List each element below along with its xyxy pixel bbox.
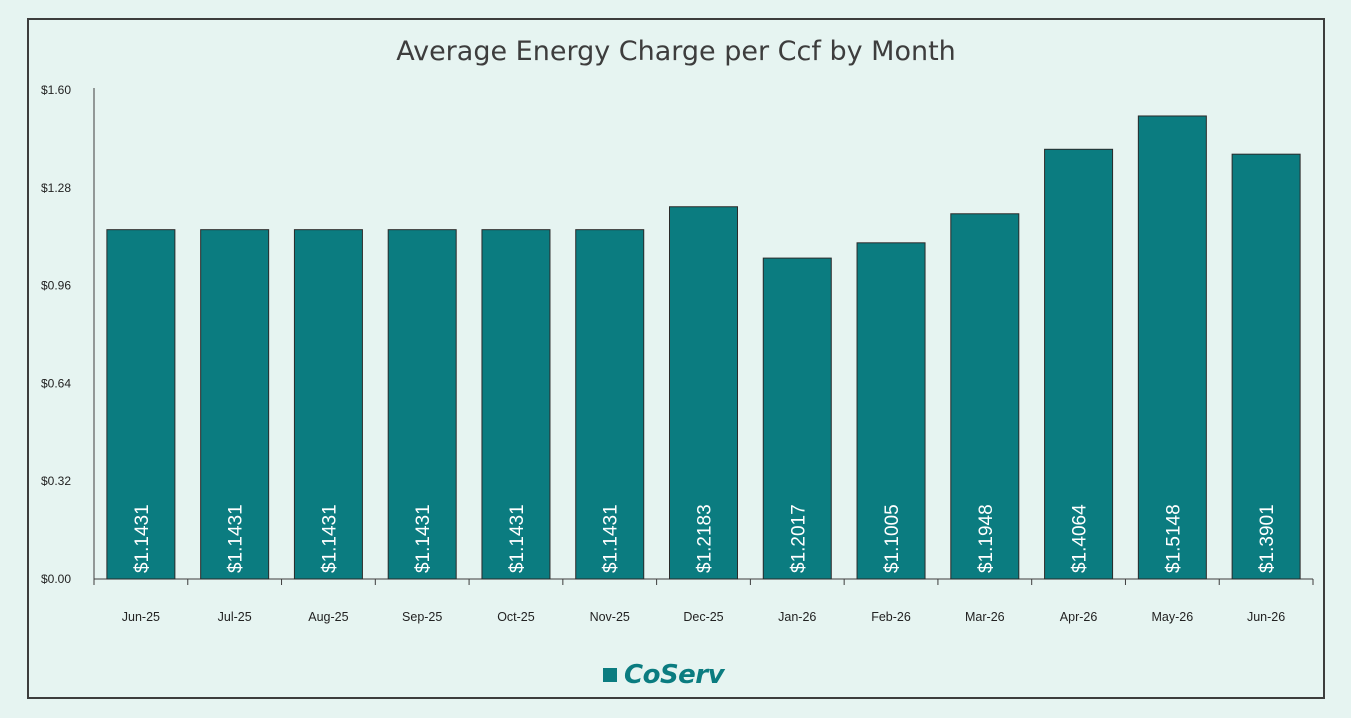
bar-data-label: $1.5148 <box>1163 504 1184 573</box>
x-tick-label: Jun-26 <box>1247 610 1285 624</box>
bar-data-label: $1.2183 <box>695 504 716 573</box>
x-tick-label: Feb-26 <box>871 610 911 624</box>
y-tick-label: $1.60 <box>41 83 71 97</box>
bar-data-label: $1.4064 <box>1070 504 1091 573</box>
bar-data-label: $1.1431 <box>319 504 340 573</box>
bar <box>669 206 738 580</box>
bar-data-label: $1.1948 <box>976 504 997 573</box>
bar <box>481 229 551 580</box>
bar <box>575 229 645 580</box>
bar-data-label: $1.1005 <box>882 504 903 573</box>
bar <box>950 213 1020 580</box>
bar-data-label: $1.1431 <box>507 504 528 573</box>
bar-data-label: $1.1431 <box>413 504 434 573</box>
bar <box>856 242 926 580</box>
y-tick-label: $0.96 <box>41 279 71 293</box>
logo-square-icon <box>603 668 617 682</box>
coserv-logo: CoServ <box>603 660 725 690</box>
bar <box>1044 148 1114 580</box>
y-tick-label: $0.00 <box>41 572 71 586</box>
bar <box>106 229 176 580</box>
bar-data-label: $1.1431 <box>226 504 247 573</box>
bar-data-label: $1.3901 <box>1257 504 1278 573</box>
bar <box>762 257 832 580</box>
chart-title: Average Energy Charge per Ccf by Month <box>396 36 956 67</box>
x-tick-label: Apr-26 <box>1060 610 1098 624</box>
bar <box>1137 115 1207 580</box>
x-tick-label: Dec-25 <box>683 610 723 624</box>
bar <box>200 229 270 580</box>
x-tick-label: Nov-25 <box>590 610 630 624</box>
bar-data-label: $1.2017 <box>788 504 809 573</box>
logo-text: CoServ <box>624 660 725 690</box>
bar <box>293 229 363 580</box>
bar-data-label: $1.1431 <box>132 504 153 573</box>
bar-data-label: $1.1431 <box>601 504 622 573</box>
x-tick-label: Oct-25 <box>497 610 535 624</box>
x-tick-label: Jun-25 <box>122 610 160 624</box>
chart-frame: Average Energy Charge per Ccf by Month $0… <box>27 18 1325 699</box>
x-tick-label: Aug-25 <box>308 610 348 624</box>
y-tick-label: $1.28 <box>41 181 71 195</box>
x-tick-label: Sep-25 <box>402 610 442 624</box>
x-tick-label: Jul-25 <box>218 610 252 624</box>
bar-chart: Average Energy Charge per Ccf by Month $0… <box>41 36 1314 624</box>
x-tick-label: Mar-26 <box>965 610 1005 624</box>
bar <box>1231 153 1301 580</box>
x-tick-label: Jan-26 <box>778 610 816 624</box>
y-tick-label: $0.32 <box>41 474 71 488</box>
y-tick-label: $0.64 <box>41 376 71 390</box>
x-tick-label: May-26 <box>1152 610 1194 624</box>
bar <box>387 229 457 580</box>
